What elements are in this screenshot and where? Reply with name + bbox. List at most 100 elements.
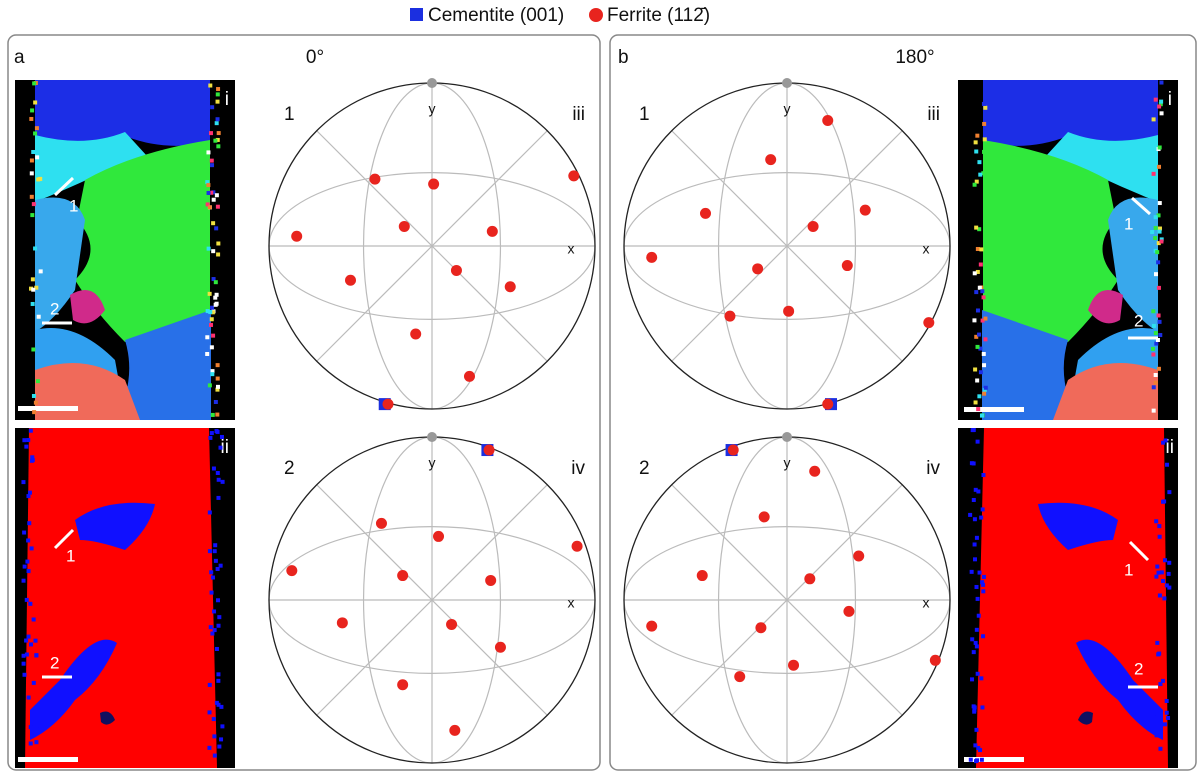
- map-speckle: [1151, 347, 1155, 351]
- map-speckle: [210, 105, 214, 109]
- pole-top-marker: [427, 78, 437, 88]
- map-speckle: [984, 386, 988, 390]
- map-speckle: [30, 459, 34, 463]
- map-speckle: [217, 131, 221, 135]
- map-speckle: [1154, 331, 1158, 335]
- map-speckle: [1157, 286, 1161, 290]
- map-speckle: [208, 205, 212, 209]
- map-speckle: [219, 705, 223, 709]
- map-speckle: [30, 455, 34, 459]
- map-speckle: [30, 108, 34, 112]
- ferrite-pole: [923, 317, 934, 328]
- map-speckle: [33, 246, 37, 250]
- panel-letter: a: [14, 47, 25, 68]
- map-speckle: [1157, 367, 1161, 371]
- scale-bar: [18, 757, 78, 762]
- map-speckle: [30, 213, 34, 217]
- ferrite-pole: [700, 208, 711, 219]
- map-speckle: [1165, 711, 1169, 715]
- map-speckle: [208, 683, 212, 687]
- ferrite-pole: [399, 221, 410, 232]
- map-speckle: [982, 575, 986, 579]
- map-speckle: [977, 333, 981, 337]
- pole-label: iv: [571, 458, 585, 479]
- map-speckle: [973, 271, 977, 275]
- map-speckle: [982, 150, 986, 154]
- map-speckle: [216, 567, 220, 571]
- map-speckle: [976, 308, 980, 312]
- map-speckle: [977, 614, 981, 618]
- map-speckle: [31, 302, 35, 306]
- map-speckle: [1151, 309, 1155, 313]
- map-label: i: [225, 89, 229, 110]
- map-speckle: [205, 335, 209, 339]
- map-speckle: [28, 602, 32, 606]
- map-speckle: [37, 315, 41, 319]
- map-speckle: [27, 635, 31, 639]
- map-speckle: [976, 345, 980, 349]
- legend-marker: [589, 8, 603, 22]
- map-speckle: [1156, 260, 1160, 264]
- map-speckle: [35, 155, 39, 159]
- map-speckle: [210, 431, 214, 435]
- map-speckle: [31, 347, 35, 351]
- map-speckle: [974, 149, 978, 153]
- map-speckle: [974, 226, 978, 230]
- pole-figure: yx2iv: [624, 432, 950, 763]
- ferrite-pole: [345, 275, 356, 286]
- map-speckle: [982, 363, 986, 367]
- map-speckle: [1155, 712, 1159, 716]
- scale-bar: [964, 407, 1024, 412]
- map-speckle: [29, 117, 33, 121]
- map-speckle: [36, 161, 40, 165]
- map-speckle: [1155, 250, 1159, 254]
- map-speckle: [1163, 722, 1167, 726]
- map-speckle: [216, 144, 220, 148]
- map-speckle: [208, 549, 212, 553]
- map-speckle: [213, 549, 217, 553]
- map-speckle: [1155, 565, 1159, 569]
- map-speckle: [210, 372, 214, 376]
- ferrite-pole: [804, 573, 815, 584]
- map-speckle: [977, 394, 981, 398]
- map-speckle: [212, 609, 216, 613]
- pole-label: iii: [927, 104, 940, 125]
- map-speckle: [1158, 747, 1162, 751]
- map-speckle: [216, 100, 220, 104]
- map-speckle: [974, 759, 978, 763]
- map-speckle: [216, 205, 220, 209]
- map-speckle: [1152, 385, 1156, 389]
- map-speckle: [216, 87, 220, 91]
- map-speckle: [1161, 579, 1165, 583]
- map-speckle: [973, 517, 977, 521]
- map-speckle: [970, 461, 974, 465]
- map-speckle: [1154, 226, 1158, 230]
- map-speckle: [208, 310, 212, 314]
- map-speckle: [29, 741, 33, 745]
- map-speckle: [1167, 586, 1171, 590]
- map-speckle: [980, 705, 984, 709]
- map-speckle: [976, 440, 980, 444]
- map-speckle: [1154, 272, 1158, 276]
- map-speckle: [979, 676, 983, 680]
- map-speckle: [209, 570, 213, 574]
- map-marker: 2: [1134, 311, 1143, 330]
- map-speckle: [976, 407, 980, 411]
- map-speckle: [39, 269, 43, 273]
- map-speckle: [212, 467, 216, 471]
- ferrite-pole: [697, 570, 708, 581]
- map-speckle: [981, 473, 985, 477]
- map-speckle: [981, 634, 985, 638]
- map-marker: 1: [69, 196, 78, 215]
- map-speckle: [26, 538, 30, 542]
- map-speckle: [1165, 463, 1169, 467]
- map-speckle: [978, 571, 982, 575]
- map-speckle: [206, 183, 210, 187]
- legend: Cementite (001) Ferrite (112̄): [410, 5, 710, 26]
- pole-number: 2: [639, 458, 650, 479]
- map-speckle: [210, 306, 214, 310]
- map-speckle: [22, 531, 26, 535]
- map-speckle: [974, 641, 978, 645]
- map-speckle: [1158, 320, 1162, 324]
- map-speckle: [212, 198, 216, 202]
